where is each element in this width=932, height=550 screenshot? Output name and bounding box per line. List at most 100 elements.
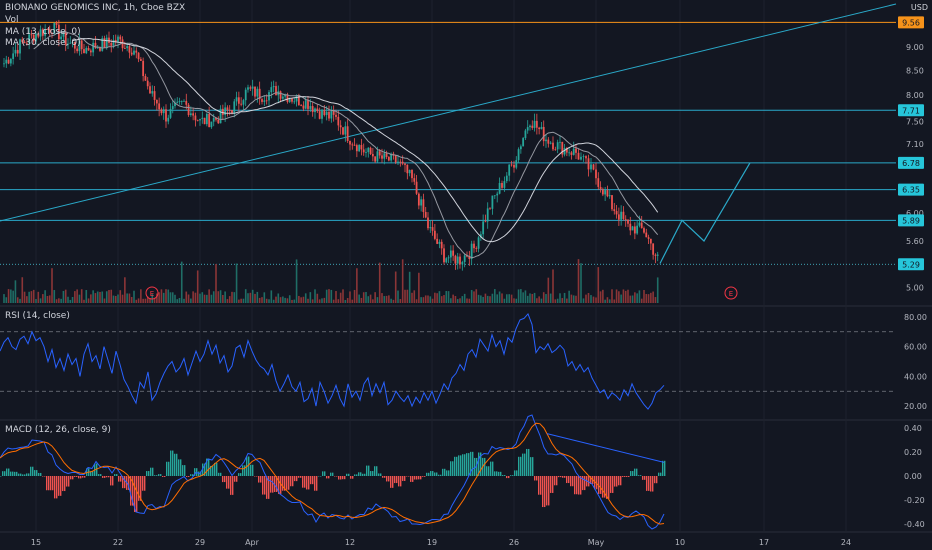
volume-bar [275,296,277,303]
candle-body [438,241,441,244]
macd-histogram-bar [292,476,294,487]
candle-body [321,109,323,119]
price-label-text: 9.56 [902,18,920,27]
macd-histogram-bar [492,461,494,476]
candle-body [103,38,106,48]
macd-histogram-bar [476,457,478,476]
macd-histogram-bar [134,476,136,512]
volume-bar [436,293,438,303]
candle-body [96,47,99,49]
macd-histogram-bar [520,456,522,476]
macd-histogram-bar [416,476,418,480]
macd-histogram-bar [212,465,214,476]
date-tick-label: 24 [841,538,851,547]
volume-bar [652,291,654,303]
candle-body [452,250,455,256]
volume-bar [424,295,427,303]
candle-body [556,142,559,150]
price-tick-label: 7.50 [906,118,924,127]
macd-histogram-bar [6,468,8,476]
candle-body [311,106,314,113]
macd-histogram-bar [306,476,308,490]
candle-body [501,182,503,188]
volume-bar [590,295,592,303]
macd-histogram-bar [8,468,10,476]
volume-bar [101,291,104,303]
volume-bar [238,299,240,303]
macd-histogram-bar [498,471,500,476]
candle-body [169,109,172,118]
candle-body [636,225,639,234]
macd-histogram-bar [0,476,2,477]
macd-histogram-bar [378,473,380,476]
candle-body [139,59,142,61]
macd-histogram-bar [42,476,44,477]
volume-bar [636,293,638,303]
macd-histogram-bar [178,459,180,476]
volume-bar [585,294,587,303]
volume-bar [431,298,434,303]
candle-body [212,118,215,122]
macd-histogram-bar [438,474,440,476]
volume-bar [461,296,464,303]
volume-bar [627,289,629,303]
macd-histogram-bar [488,466,490,476]
volume-bar [133,290,135,303]
candle-body [25,42,28,44]
volume-bar [126,293,128,303]
macd-histogram-bar [502,475,504,476]
candle-body [137,52,140,60]
candle-body [531,125,534,128]
volume-bar [440,296,443,303]
macd-histogram-bar [200,471,202,476]
macd-histogram-bar [294,476,296,482]
candle-body [529,125,531,128]
volume-bar [71,296,74,303]
macd-histogram-bar [522,453,524,476]
macd-histogram-bar [620,476,622,486]
macd-histogram-bar [422,476,424,477]
volume-bar [16,297,19,303]
candle-body [601,189,604,195]
candle-body [431,227,434,231]
macd-histogram-bar [312,476,314,485]
macd-histogram-bar [334,476,336,477]
macd-line [0,414,665,530]
volume-bar [515,298,518,303]
candle-body [263,100,266,102]
volume-bar [279,297,282,303]
candle-body [381,155,383,159]
candle-body [640,222,643,229]
macd-histogram-bar [266,476,268,499]
volume-bar [174,294,176,303]
macd-histogram-bar [394,476,396,484]
macd-histogram-bar [68,476,70,487]
volume-bar [486,295,489,303]
volume-bar [427,295,429,303]
macd-histogram-bar [558,476,560,478]
macd-histogram-bar [428,472,430,476]
volume-bar [332,299,335,303]
volume-bar [254,293,256,303]
candle-body [114,39,117,43]
volume-bar [35,298,37,303]
macd-histogram-bar [444,468,446,476]
candle-body [647,237,650,239]
macd-histogram-bar [580,476,582,495]
candle-body [62,31,65,37]
volume-bar [128,293,131,303]
macd-histogram-bar [626,476,628,477]
volume-bar [277,293,280,303]
candle-body [48,29,51,33]
macd-histogram-bar [206,458,208,476]
volume-bar [263,292,266,303]
volume-bar [26,296,28,303]
volume-bar [282,296,284,303]
candle-body [542,126,545,142]
volume-bar [613,299,616,303]
volume-bar [378,262,381,303]
macd-histogram-bar [342,476,344,480]
volume-bar [622,289,625,303]
volume-bar [572,295,575,303]
